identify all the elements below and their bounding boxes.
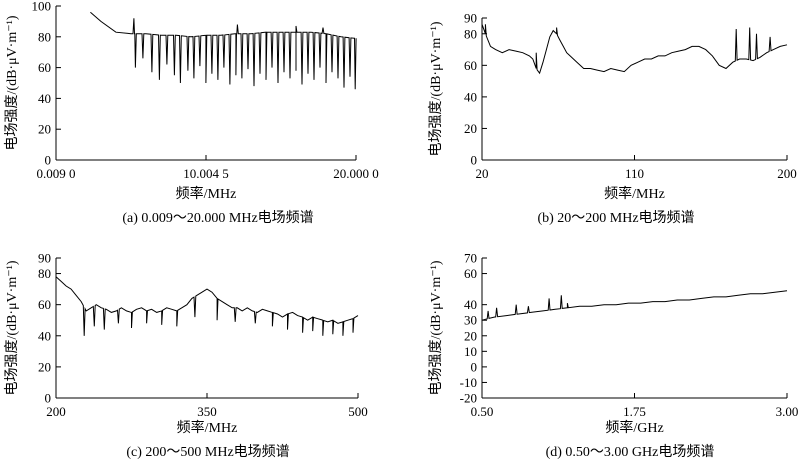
y-axis-label: 电场强度/(dB·μV·m⁻¹) — [428, 260, 444, 395]
y-tick-label: 20 — [464, 121, 477, 136]
x-tick-label: 350 — [197, 404, 217, 419]
x-tick-label: 110 — [625, 166, 644, 181]
y-tick-label: 0 — [471, 359, 478, 374]
x-tick-label: 20 — [476, 166, 489, 181]
y-tick-label: 0 — [45, 391, 52, 406]
chart-caption: (a) 0.009～20.000 MHz电场频谱 — [122, 210, 313, 226]
series-line-1 — [481, 24, 788, 75]
chart-panel-1: 0 20 40 60 80 100 0.009 0 10.004 5 20.000 0 频率/MH… — [4, 0, 379, 226]
chart-caption: (c) 200～500 MHz电场频谱 — [126, 444, 289, 460]
y-tick-label: 0 — [45, 153, 52, 168]
x-tick-label: 10.004 5 — [183, 166, 229, 181]
y-tick-label: 20 — [38, 122, 51, 137]
x-tick-label: 200 — [777, 166, 797, 181]
y-axis-label: 电场强度/(dB·μV·m⁻¹) — [4, 15, 20, 150]
y-tick-label: 40 — [464, 297, 477, 312]
x-tick-label: 1.75 — [623, 404, 646, 419]
x-tick-label: 200 — [46, 404, 66, 419]
y-tick-label: 20 — [464, 328, 477, 343]
y-tick-label: 60 — [464, 58, 477, 73]
x-tick-label: 500 — [348, 404, 368, 419]
series-line-1 — [481, 290, 788, 321]
y-tick-label: 80 — [38, 29, 51, 44]
y-tick-label: 80 — [38, 266, 51, 281]
y-axis-label: 电场强度/(dB·μV·m⁻¹) — [428, 21, 444, 156]
series-line-1 — [55, 276, 359, 336]
y-tick-label: 60 — [38, 297, 51, 312]
x-tick-label: 0.009 0 — [37, 166, 76, 181]
chart-caption: (b) 20～200 MHz电场频谱 — [537, 210, 694, 226]
y-tick-label: 40 — [464, 89, 477, 104]
y-tick-label: 60 — [38, 60, 51, 75]
y-axis-label: 电场强度/(dB·μV·m⁻¹) — [4, 260, 20, 395]
y-tick-label: -10 — [460, 375, 477, 390]
y-tick-label: 90 — [38, 251, 51, 266]
y-tick-label: 40 — [38, 328, 51, 343]
y-tick-label: 90 — [464, 11, 477, 26]
chart-caption: (d) 0.50～3.00 GHz电场频谱 — [546, 444, 715, 460]
x-tick-label: 3.00 — [776, 404, 799, 419]
y-tick-label: 100 — [32, 0, 52, 14]
x-axis-label: 频率/GHz — [605, 419, 663, 436]
x-axis-label: 频率/MHz — [177, 419, 238, 436]
y-tick-label: 70 — [464, 251, 477, 266]
x-axis-label: 频率/MHz — [604, 185, 665, 202]
y-tick-label: 0 — [471, 153, 478, 168]
series-line-1 — [90, 11, 357, 90]
y-tick-label: 20 — [38, 359, 51, 374]
x-tick-label: 20.000 0 — [333, 166, 379, 181]
x-axis-label: 频率/MHz — [176, 185, 237, 202]
y-tick-label: 10 — [464, 344, 477, 359]
y-tick-label: 60 — [464, 266, 477, 281]
y-tick-label: 80 — [464, 26, 477, 41]
y-tick-label: 30 — [464, 313, 477, 328]
y-tick-label: -20 — [460, 391, 477, 406]
y-tick-label: 40 — [38, 91, 51, 106]
x-tick-label: 0.50 — [471, 404, 494, 419]
